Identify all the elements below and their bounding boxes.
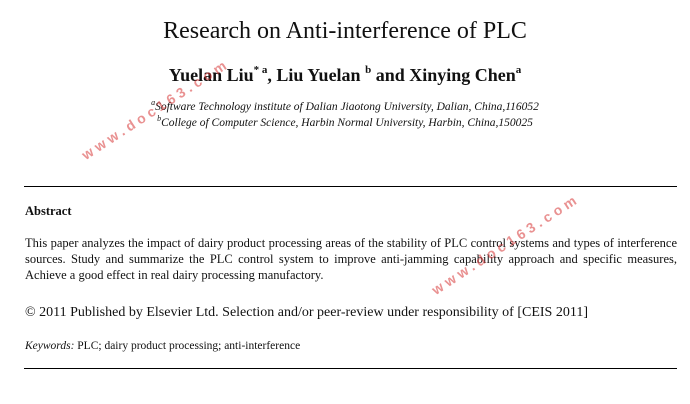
keywords-label: Keywords: [25,340,75,352]
copyright-notice: © 2011 Published by Elsevier Ltd. Select… [25,305,588,320]
paper-title: Research on Anti-interference of PLC [163,18,527,44]
keywords-text: PLC; dairy product processing; anti-inte… [74,340,301,352]
bottom-divider [24,368,677,369]
author-3-marker: a [515,64,522,76]
top-divider [24,186,677,187]
abstract-body: This paper analyzes the impact of dairy … [25,236,677,282]
author-separator-2: and [371,65,410,85]
author-line: Yuelan Liu* a, Liu Yuelan b and Xinying … [0,63,690,87]
author-1-marker: * a [253,64,268,76]
abstract-heading: Abstract [25,204,72,218]
affiliation-a-text: Software Technology institute of Dalian … [155,101,539,113]
author-2-marker: b [365,64,372,76]
author-1-name: Yuelan Liu [168,65,254,85]
author-2-name: Liu Yuelan [276,65,361,85]
affiliation-b-marker: b [157,114,162,124]
affiliation-a-marker: a [151,98,156,108]
keywords-line: Keywords: PLC; dairy product processing;… [25,339,677,354]
author-separator-1: , [267,65,277,85]
affiliation-b-text: College of Computer Science, Harbin Norm… [161,117,533,129]
author-3-name: Xinying Chen [409,65,516,85]
affiliation-b: bCollege of Computer Science, Harbin Nor… [0,114,690,131]
affiliation-a: aSoftware Technology institute of Dalian… [0,98,690,115]
